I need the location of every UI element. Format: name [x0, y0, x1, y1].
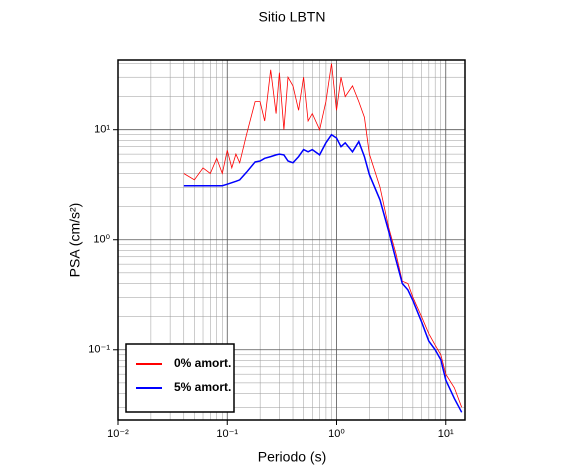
y-tick-label: 10⁻¹ [88, 344, 110, 356]
x-tick-label: 10¹ [438, 428, 454, 440]
series-line [183, 133, 463, 413]
plot-frame [117, 59, 466, 421]
x-tick-label: 10⁻² [107, 428, 129, 440]
y-axis-label: PSA (cm/s²) [67, 203, 83, 278]
legend-label: 0% amort. [174, 356, 231, 370]
legend-box [125, 343, 235, 413]
legend-label: 5% amort. [174, 380, 231, 394]
x-axis-label: Periodo (s) [258, 449, 326, 465]
x-tick-label: 10⁰ [328, 428, 345, 440]
y-tick-label: 10¹ [94, 124, 110, 136]
series-line [183, 63, 463, 408]
chart-title: Sitio LBTN [259, 9, 326, 25]
y-tick-label: 10⁰ [93, 234, 110, 246]
x-tick-label: 10⁻¹ [216, 428, 238, 440]
